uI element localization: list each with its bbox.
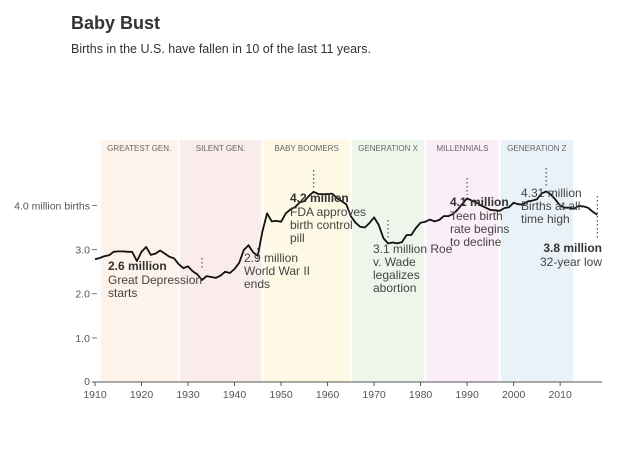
- annotation-text: pill: [290, 231, 305, 245]
- births-series-line: [94, 190, 598, 281]
- x-tick-label: 1950: [269, 389, 293, 401]
- generation-label: SILENT GEN.: [196, 144, 246, 153]
- annotation-text: starts: [108, 286, 137, 300]
- annotation-text: abortion: [373, 281, 416, 295]
- generation-band: [426, 140, 499, 382]
- annotation-value: 3.8 million: [543, 241, 602, 255]
- annotation-text: v. Wade: [373, 255, 416, 269]
- x-tick-label: 1970: [362, 389, 386, 401]
- y-tick-label: 0: [84, 376, 90, 388]
- generation-band: [100, 140, 178, 382]
- annotation-text: rate begins: [450, 222, 509, 236]
- x-tick-label: 1940: [223, 389, 247, 401]
- annotation-text: 32-year low: [540, 255, 602, 269]
- generation-label: GREATEST GEN.: [107, 144, 171, 153]
- generation-label: BABY BOOMERS: [274, 144, 338, 153]
- generation-label: GENERATION Z: [507, 144, 567, 153]
- annotation-text: World War II: [244, 264, 310, 278]
- x-tick-label: 1990: [455, 389, 479, 401]
- y-tick-label: 3.0: [75, 245, 90, 257]
- generation-band: [500, 140, 574, 382]
- y-tick-label: 1.0: [75, 333, 90, 345]
- x-tick-label: 2000: [502, 389, 526, 401]
- annotation-text: Great Depression: [108, 273, 202, 287]
- annotation-text: legalizes: [373, 268, 420, 282]
- annotation-text: 3.1 million Roe: [373, 242, 453, 256]
- annotation-value: 4.2 million: [290, 191, 349, 205]
- generation-band: [263, 140, 350, 382]
- x-tick-label: 1980: [409, 389, 433, 401]
- annotation-text: Teen birth: [450, 209, 503, 223]
- generation-band: [351, 140, 425, 382]
- annotation-text: Births at all-: [521, 199, 584, 213]
- annotation-text: to decline: [450, 235, 502, 249]
- annotation-text: 2.9 million: [244, 251, 298, 265]
- annotation-text: time high: [521, 212, 570, 226]
- annotation-text: ends: [244, 277, 270, 291]
- annotation-text: 4.31 million: [521, 186, 582, 200]
- x-tick-label: 1960: [316, 389, 340, 401]
- annotation-text: FDA approves: [290, 205, 366, 219]
- generation-band: [179, 140, 262, 382]
- x-tick-label: 1910: [83, 389, 107, 401]
- y-tick-label: 2.0: [75, 289, 90, 301]
- x-tick-label: 1920: [130, 389, 154, 401]
- chart-title: Baby Bust: [71, 13, 161, 33]
- annotation-value: 4.1 million: [450, 195, 509, 209]
- chart-subtitle: Births in the U.S. have fallen in 10 of …: [71, 42, 371, 56]
- annotation-value: 2.6 million: [108, 259, 167, 273]
- x-tick-label: 1930: [176, 389, 200, 401]
- generation-label: GENERATION X: [358, 144, 419, 153]
- y-tick-label: 4.0 million births: [14, 200, 90, 212]
- annotation-text: birth control: [290, 218, 353, 232]
- x-tick-label: 2010: [548, 389, 572, 401]
- generation-label: MILLENNIALS: [436, 144, 488, 153]
